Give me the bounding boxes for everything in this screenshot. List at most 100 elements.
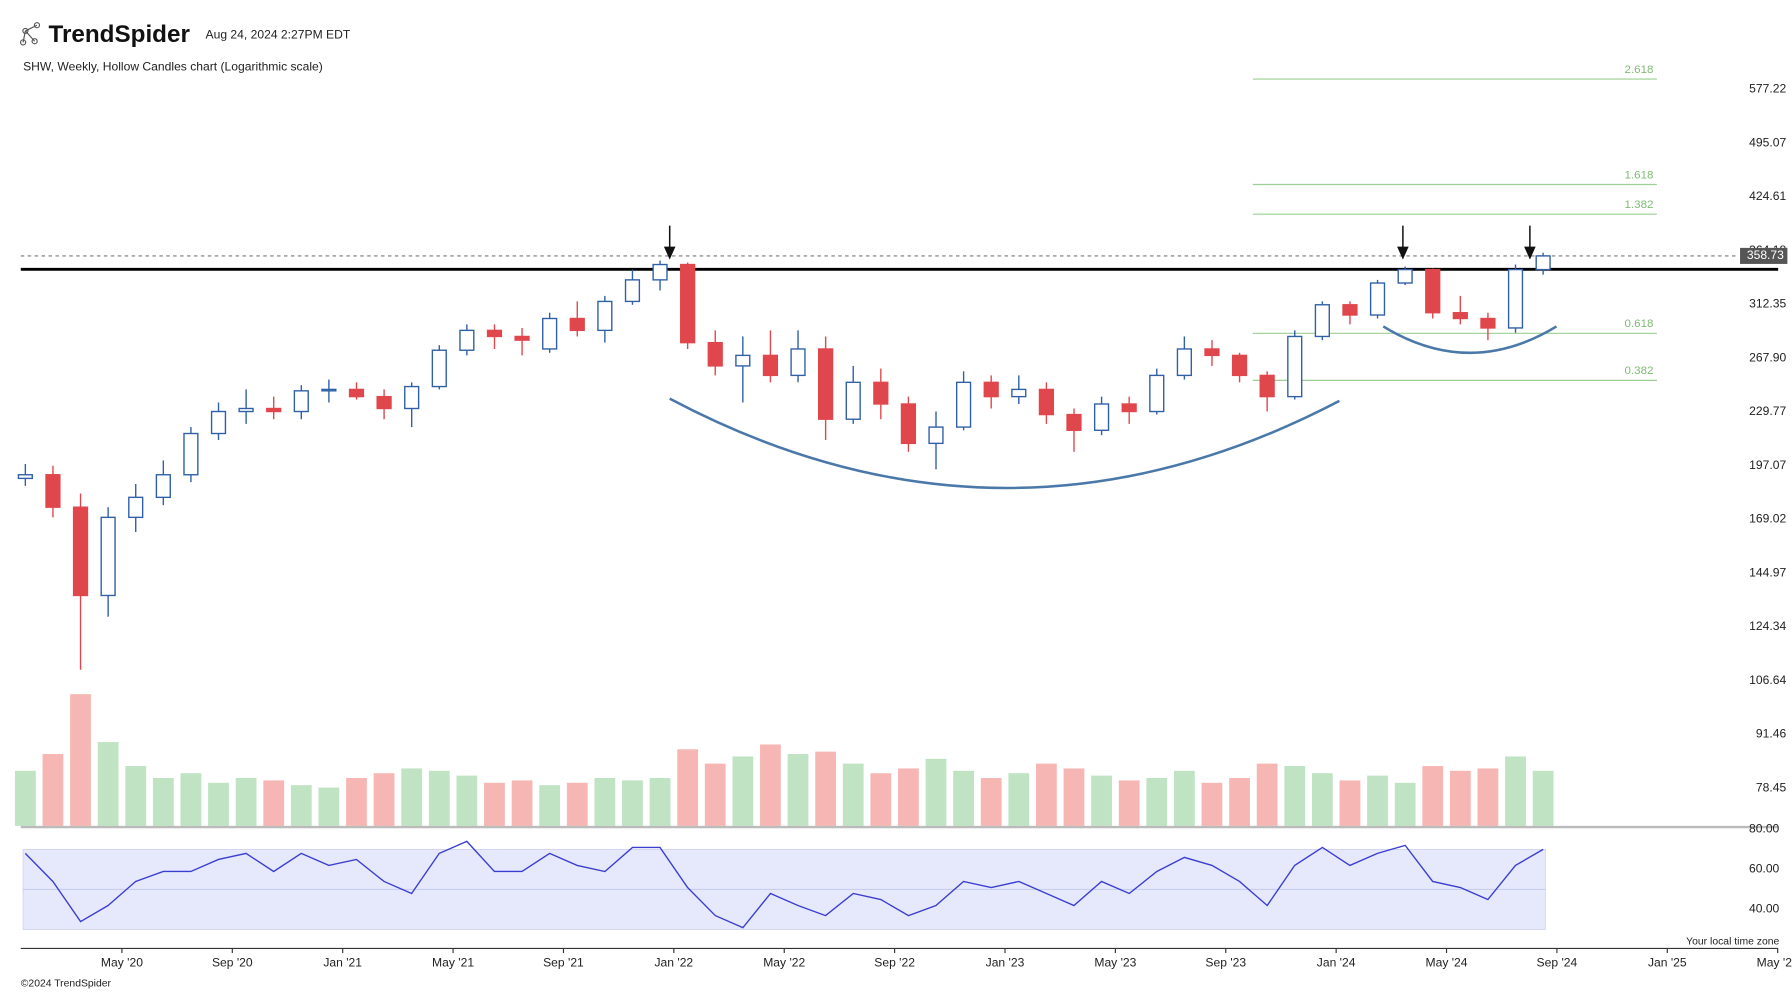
candle-body (431, 349, 447, 388)
rsi-tick-label: 40.00 (1749, 902, 1780, 916)
candle-body (486, 329, 503, 338)
handle-arc (1382, 325, 1558, 355)
rsi-tick-label: 80.00 (1749, 822, 1780, 836)
fib-label: 2.618 (1625, 64, 1654, 76)
x-tick-label: Sep '24 (1537, 956, 1578, 970)
volume-bar (208, 782, 229, 826)
volume-bar (97, 742, 119, 826)
volume-bar (787, 754, 809, 826)
y-tick-label: 78.45 (1756, 780, 1787, 794)
candle-body (762, 354, 779, 377)
candle-body (624, 279, 641, 303)
volume-bar (263, 780, 285, 826)
rsi-tick-label: 60.00 (1749, 862, 1780, 876)
volume-bar (1422, 766, 1444, 826)
candle-body (1425, 268, 1441, 314)
volume-bar (1339, 780, 1361, 826)
y-tick-label: 169.02 (1749, 512, 1786, 526)
candle-body (1535, 255, 1551, 271)
candle-body (100, 516, 116, 597)
fib-label: 0.382 (1625, 365, 1654, 377)
volume-bar (152, 778, 174, 826)
fib-label: 0.618 (1625, 318, 1654, 330)
volume-bar (1532, 770, 1554, 826)
y-tick-label: 106.64 (1749, 673, 1786, 687)
candle-body (845, 381, 861, 420)
annotations (669, 325, 1558, 490)
volume-bar (1173, 770, 1195, 826)
y-tick-label: 197.07 (1749, 458, 1786, 472)
candle-body (72, 506, 89, 597)
volume-bar (870, 773, 892, 826)
y-tick-label: 124.34 (1749, 619, 1786, 633)
volume-bar (1505, 756, 1526, 826)
candle-body (1176, 348, 1192, 377)
candle-body (459, 329, 475, 351)
candle-body (1259, 374, 1275, 398)
candle-body (790, 348, 806, 377)
volume-bar (898, 768, 919, 826)
volume-bar (318, 787, 340, 826)
volume-bar (373, 773, 395, 826)
volume-bar (953, 770, 974, 826)
candle-body (210, 410, 227, 435)
candle-body (1204, 348, 1220, 357)
copyright: ©2024 TrendSpider (21, 979, 112, 990)
candle-body (1121, 403, 1137, 413)
x-tick-label: Jan '25 (1648, 956, 1687, 970)
x-tick-label: Sep '22 (874, 956, 915, 970)
y-tick-label: 312.35 (1749, 297, 1786, 311)
y-tick-label: 267.90 (1749, 350, 1786, 364)
x-tick-label: Sep '20 (212, 956, 253, 970)
candle-body (1369, 282, 1386, 316)
brand: TrendSpider (48, 21, 190, 48)
x-tick-label: Sep '23 (1205, 956, 1246, 970)
volume-bar (511, 780, 533, 826)
x-tick-label: Jan '21 (323, 956, 362, 970)
arrows (663, 225, 1536, 260)
volume-bar (125, 766, 147, 826)
x-tick-label: Jan '24 (1317, 956, 1356, 970)
volume-bar (704, 763, 726, 826)
volume-bar (1201, 782, 1223, 826)
volume-bar (1256, 763, 1278, 826)
y-tick-label: 424.61 (1749, 189, 1786, 203)
candle-body (1397, 268, 1413, 284)
candle-body (1342, 304, 1358, 316)
candle-body (1452, 312, 1468, 320)
fib-label: 1.618 (1625, 169, 1654, 181)
volume-bar (428, 770, 450, 826)
volume-bar (1091, 775, 1112, 826)
candle-body (652, 263, 668, 281)
volume-bar (677, 749, 699, 826)
volume-bar (925, 758, 947, 826)
volume-bar (1229, 778, 1250, 826)
candle-body (514, 335, 530, 341)
candle-body (1066, 413, 1082, 431)
candle-body (900, 403, 917, 445)
candle-body (1314, 304, 1330, 338)
candle-body (597, 300, 613, 332)
volume-bar (1311, 773, 1333, 826)
candle-body (17, 474, 33, 480)
volume-bar (1394, 782, 1416, 826)
candle-body (266, 407, 282, 413)
candle-body (376, 395, 392, 410)
volume-bar (346, 778, 367, 826)
x-tick-label: May '24 (1426, 956, 1468, 970)
rsi-line (24, 840, 1544, 929)
candle-body (155, 474, 171, 499)
volume-bar (649, 778, 671, 826)
volume-bar (290, 785, 312, 826)
volume-bar (484, 782, 505, 826)
volume-bar (539, 785, 561, 826)
x-tick-label: May '22 (763, 956, 805, 970)
volume-bar (1118, 780, 1140, 826)
candle-body (128, 496, 144, 519)
candle-body (1287, 335, 1303, 398)
candle-body (1011, 388, 1027, 398)
last-price-label: 358.73 (1747, 248, 1784, 262)
volume-bar (980, 778, 1002, 826)
volume-bar (815, 751, 837, 826)
x-tick-label: Sep '21 (543, 956, 584, 970)
